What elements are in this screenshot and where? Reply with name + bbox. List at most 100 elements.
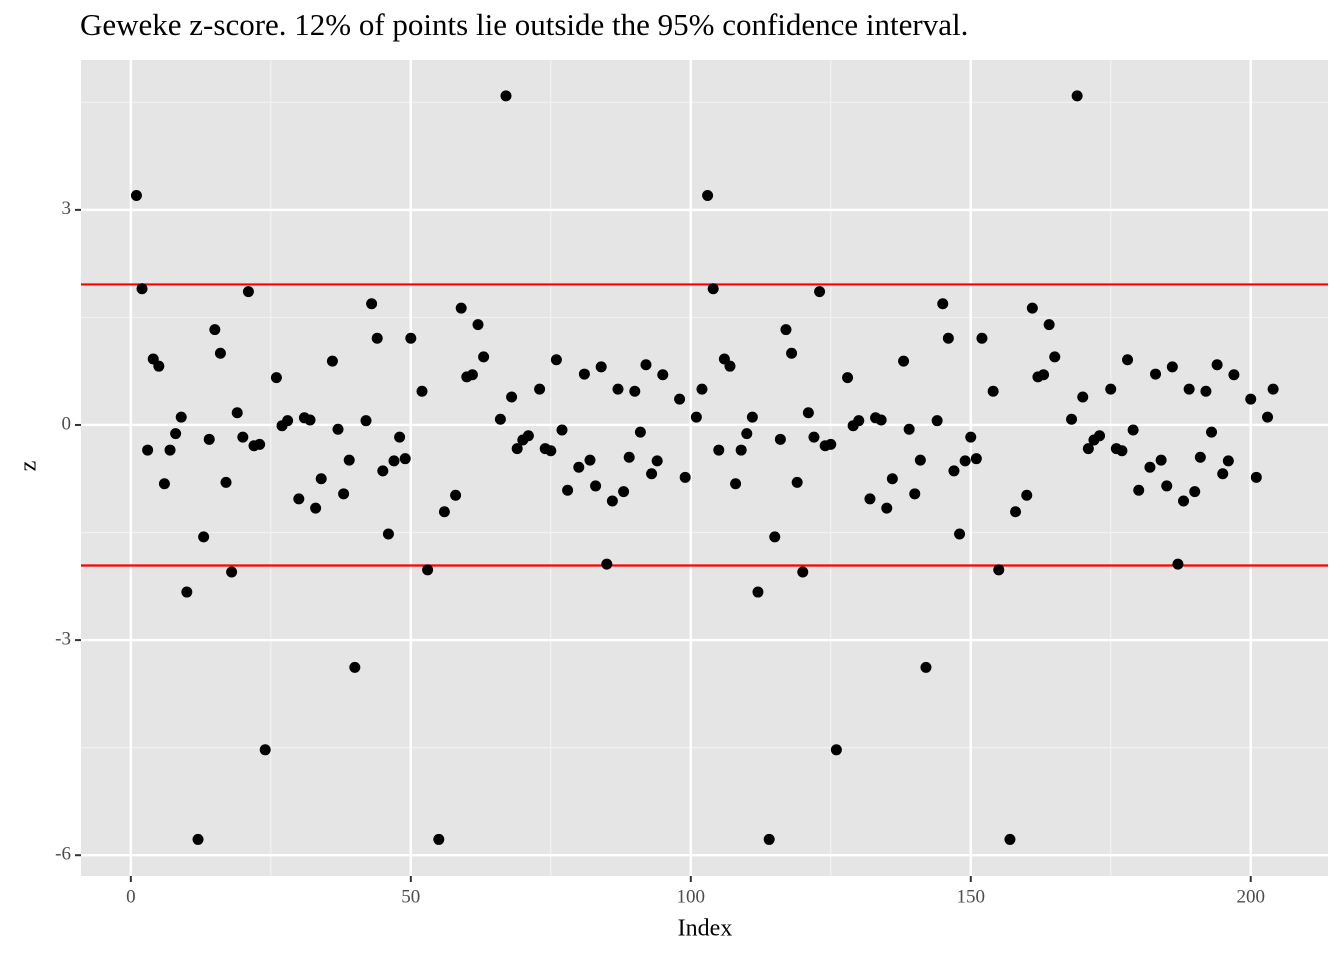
point — [270, 372, 282, 384]
point — [746, 411, 758, 423]
point — [175, 411, 187, 423]
y-tick-label: 0 — [62, 413, 72, 434]
point — [1071, 90, 1083, 102]
point — [371, 332, 383, 344]
point — [657, 369, 669, 381]
point — [1122, 354, 1134, 366]
point — [142, 444, 154, 456]
point — [634, 426, 646, 438]
point — [170, 428, 182, 440]
point — [522, 430, 534, 442]
point — [640, 359, 652, 371]
point — [1026, 302, 1038, 314]
point — [920, 661, 932, 673]
point — [545, 445, 557, 457]
point — [438, 506, 450, 518]
point — [1049, 351, 1061, 363]
point — [578, 368, 590, 380]
point — [786, 347, 798, 359]
point — [903, 423, 915, 435]
point — [606, 495, 618, 507]
plot-area — [81, 60, 1328, 876]
x-tick-label: 150 — [957, 886, 986, 907]
point — [494, 413, 506, 425]
point — [478, 351, 490, 363]
point — [875, 414, 887, 426]
y-tick-label: -3 — [55, 628, 71, 649]
point — [181, 586, 193, 598]
point — [214, 347, 226, 359]
point — [1262, 411, 1274, 423]
point — [791, 476, 803, 488]
point — [618, 486, 630, 498]
point — [231, 407, 243, 419]
point — [802, 407, 814, 419]
point — [1189, 486, 1201, 498]
point — [382, 528, 394, 540]
point — [506, 391, 518, 403]
point — [814, 286, 826, 298]
point — [455, 302, 467, 314]
point — [332, 423, 344, 435]
x-tick-label: 0 — [126, 886, 136, 907]
point — [1144, 461, 1156, 473]
point — [808, 431, 820, 443]
point — [987, 385, 999, 397]
point — [242, 286, 254, 298]
point — [1150, 368, 1162, 380]
point — [450, 489, 462, 501]
point — [1116, 445, 1128, 457]
y-tick-label: 3 — [62, 198, 72, 219]
point — [702, 190, 714, 202]
point — [198, 531, 210, 543]
point — [203, 433, 215, 445]
point — [853, 415, 865, 427]
point — [948, 465, 960, 477]
point — [842, 372, 854, 384]
point — [472, 319, 484, 331]
point — [651, 455, 663, 467]
point — [1250, 471, 1262, 483]
point — [158, 478, 170, 490]
point — [164, 444, 176, 456]
point — [825, 438, 837, 450]
point — [713, 444, 725, 456]
point — [1172, 558, 1184, 570]
point — [931, 415, 943, 427]
point — [735, 444, 747, 456]
y-tick-label: -6 — [55, 844, 71, 865]
point — [399, 453, 411, 465]
point — [237, 431, 249, 443]
point — [601, 558, 613, 570]
point — [965, 431, 977, 443]
point — [886, 473, 898, 485]
point — [556, 424, 568, 436]
point — [226, 566, 238, 578]
point — [511, 443, 523, 455]
point — [394, 431, 406, 443]
point — [690, 411, 702, 423]
point — [562, 484, 574, 496]
point — [674, 393, 686, 405]
point — [724, 360, 736, 372]
point — [741, 428, 753, 440]
point — [1183, 383, 1195, 395]
point — [584, 454, 596, 466]
point — [976, 332, 988, 344]
point — [1038, 369, 1050, 381]
point — [1082, 443, 1094, 455]
point — [1066, 413, 1078, 425]
point — [993, 564, 1005, 576]
point — [366, 298, 378, 310]
chart-title: Geweke z-score. 12% of points lie outsid… — [80, 7, 968, 42]
point — [898, 355, 910, 367]
point — [780, 324, 792, 336]
point — [130, 190, 142, 202]
point — [550, 354, 562, 366]
x-tick-label: 50 — [401, 886, 420, 907]
point — [774, 433, 786, 445]
point — [1021, 489, 1033, 501]
point — [293, 493, 305, 505]
